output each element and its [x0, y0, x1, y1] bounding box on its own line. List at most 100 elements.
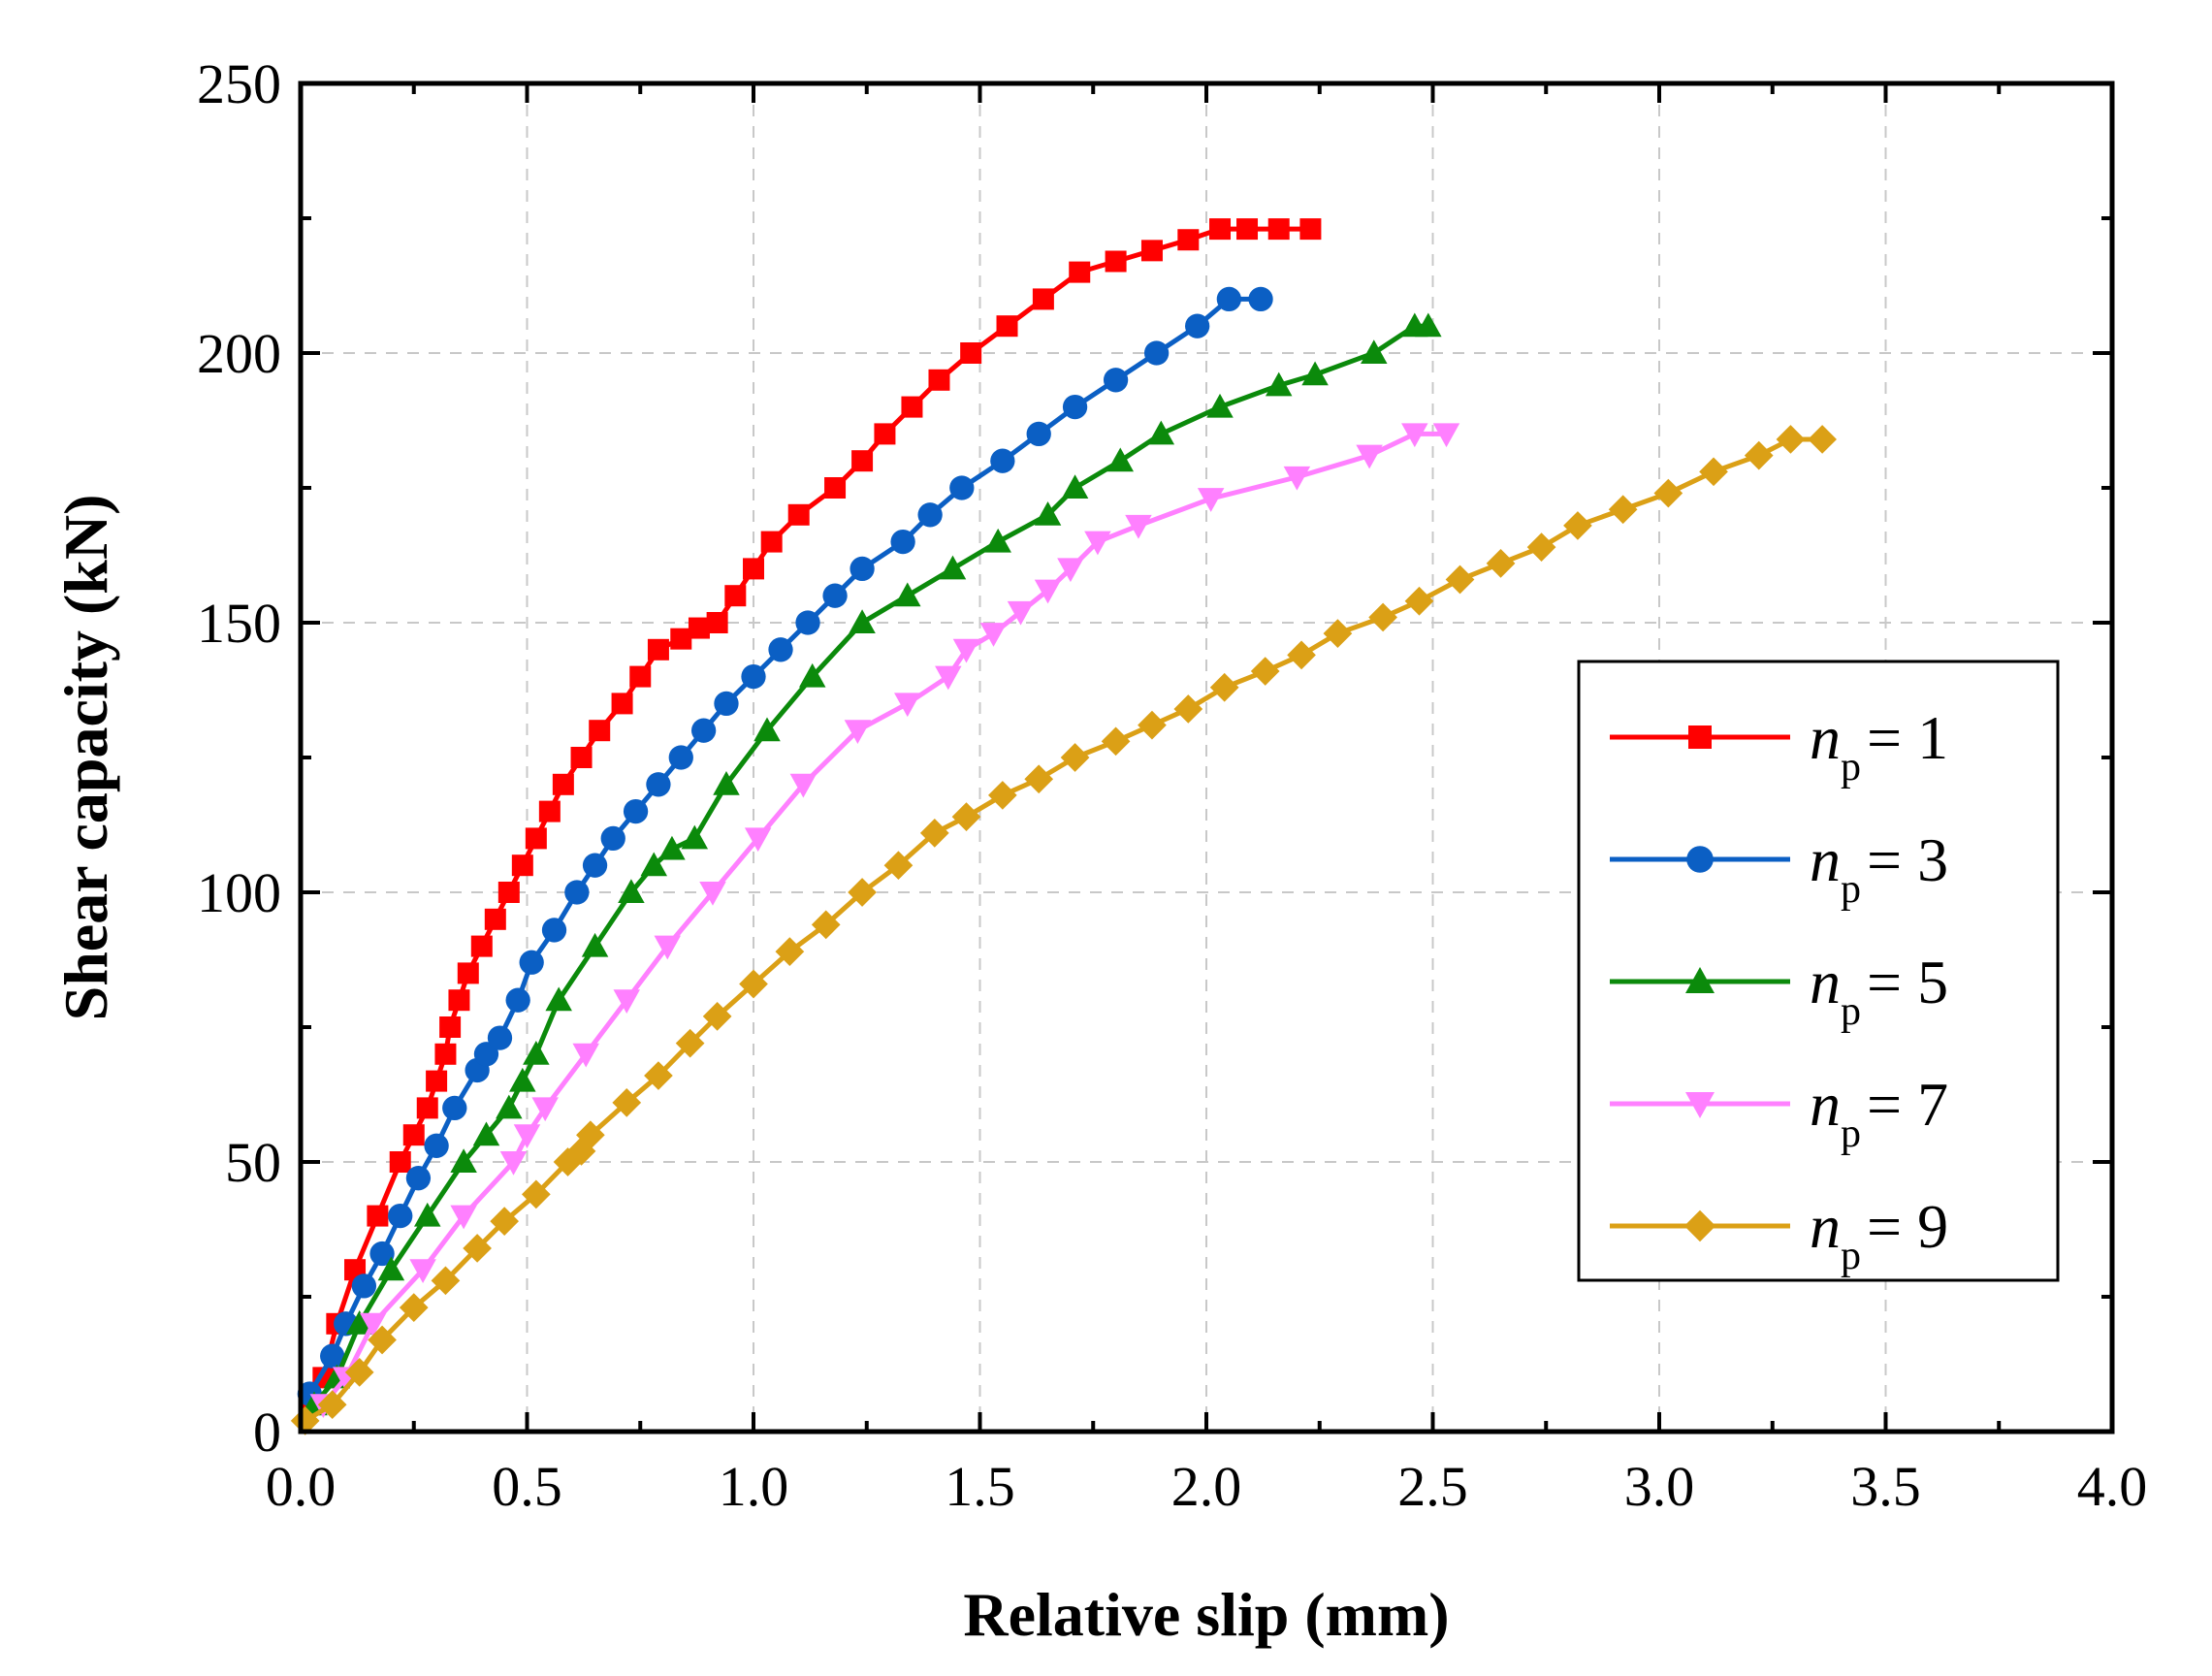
data-point — [1744, 440, 1774, 470]
data-point — [1236, 218, 1259, 241]
data-point — [1209, 218, 1232, 241]
data-point — [1287, 640, 1316, 670]
data-point — [521, 1179, 551, 1209]
data-point — [744, 827, 772, 853]
x-axis-title: Relative slip (mm) — [963, 1580, 1449, 1649]
data-point — [538, 800, 561, 822]
data-point — [1140, 240, 1163, 262]
y-tick-label: 0 — [253, 1401, 281, 1464]
data-point — [984, 528, 1011, 553]
data-point — [928, 369, 950, 391]
data-point — [739, 969, 768, 999]
data-point — [824, 477, 847, 499]
data-point — [688, 617, 710, 639]
data-point — [450, 1148, 477, 1173]
data-point — [1356, 444, 1383, 469]
data-point — [582, 853, 608, 878]
data-point — [690, 718, 717, 743]
data-point — [490, 1207, 519, 1237]
data-point — [1563, 511, 1592, 540]
data-point — [1032, 288, 1054, 310]
data-point — [496, 1094, 523, 1119]
data-point — [787, 503, 810, 526]
legend-marker — [1685, 967, 1715, 993]
data-point — [553, 1147, 583, 1176]
data-point — [345, 1310, 373, 1335]
legend-label: np= 5 — [1810, 948, 1948, 1034]
data-point — [795, 610, 820, 635]
data-point — [1026, 421, 1051, 447]
data-point — [1084, 531, 1111, 556]
data-point — [431, 1266, 461, 1296]
data-point — [996, 315, 1018, 338]
series-layer — [290, 218, 1837, 1435]
data-point — [883, 851, 914, 881]
series-4 — [290, 425, 1837, 1435]
data-point — [1177, 229, 1200, 251]
data-point — [531, 1097, 559, 1122]
data-point — [713, 771, 740, 795]
x-tick-label: 2.0 — [1171, 1455, 1242, 1518]
data-point — [629, 665, 652, 688]
data-point — [600, 825, 625, 852]
data-point — [951, 802, 981, 832]
data-point — [646, 772, 671, 797]
data-point — [497, 882, 520, 903]
data-point — [743, 558, 764, 580]
data-point — [570, 747, 593, 768]
legend-marker — [1686, 846, 1714, 873]
data-point — [1024, 764, 1054, 794]
data-point — [1103, 368, 1129, 393]
data-point — [623, 798, 649, 824]
data-point — [473, 1042, 499, 1067]
data-point — [1250, 657, 1280, 686]
legend-marker — [1685, 1092, 1715, 1118]
data-point — [1069, 261, 1091, 283]
y-tick-label: 250 — [197, 52, 281, 115]
data-point — [935, 665, 962, 691]
data-point — [434, 1043, 457, 1065]
data-point — [1060, 743, 1090, 772]
data-point — [463, 1234, 492, 1263]
data-point — [416, 1097, 438, 1119]
data-point — [414, 1202, 441, 1227]
data-point — [439, 1016, 462, 1038]
data-point — [1368, 602, 1397, 632]
data-point — [775, 937, 805, 967]
data-point — [576, 1120, 605, 1150]
data-point — [668, 745, 693, 770]
data-point — [1185, 313, 1210, 338]
data-point — [377, 1256, 405, 1281]
data-point — [949, 475, 975, 500]
data-point — [789, 773, 817, 798]
y-tick-label: 50 — [225, 1131, 281, 1194]
data-point — [960, 342, 982, 364]
data-point — [850, 556, 875, 582]
legend-label: np= 9 — [1810, 1192, 1948, 1278]
data-point — [1105, 250, 1127, 273]
legend-item: np= 1 — [1610, 703, 1948, 790]
data-point — [1125, 514, 1152, 539]
data-point — [509, 1067, 536, 1092]
data-point — [1197, 488, 1225, 512]
x-tick-label: 3.5 — [1850, 1455, 1921, 1518]
data-point — [290, 1406, 320, 1435]
data-point — [1699, 457, 1728, 487]
data-point — [702, 1002, 732, 1031]
data-point — [1299, 218, 1322, 241]
data-point — [405, 1166, 432, 1191]
legend-label: np= 7 — [1810, 1070, 1948, 1156]
data-point — [724, 585, 747, 607]
data-point — [1062, 394, 1088, 420]
data-point — [581, 932, 609, 957]
data-point — [1147, 420, 1175, 445]
data-point — [822, 583, 848, 608]
data-point — [952, 638, 980, 663]
data-point — [654, 935, 682, 960]
legend-marker — [1683, 1209, 1716, 1242]
data-point — [1216, 286, 1241, 312]
data-point — [472, 1121, 500, 1146]
data-point — [1209, 672, 1239, 702]
data-point — [894, 693, 921, 718]
